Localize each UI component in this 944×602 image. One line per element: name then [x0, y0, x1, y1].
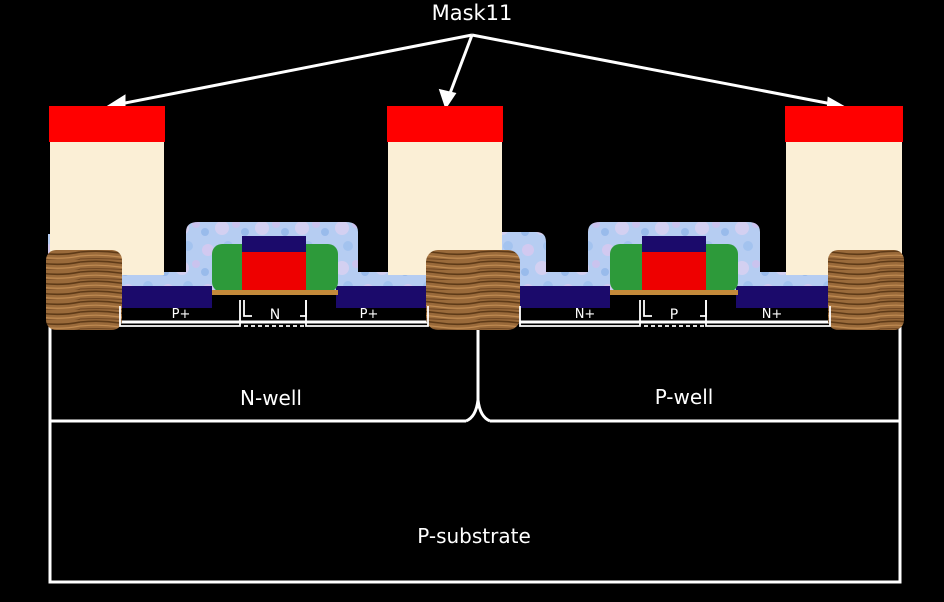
label-n-well: N-well	[240, 386, 302, 410]
metal-right	[785, 106, 903, 142]
label-n-plus-right: N+	[762, 307, 783, 322]
fox-center	[426, 250, 520, 330]
diffusion-outlines	[119, 300, 831, 327]
mask-label: Mask11	[432, 1, 513, 25]
label-p-plus-right: P+	[360, 307, 379, 322]
label-p-plus-left: P+	[172, 307, 191, 322]
mask-arrows	[103, 33, 850, 113]
label-p-channel: P	[670, 307, 678, 323]
label-n-plus-left: N+	[575, 307, 596, 322]
pmos-gate	[212, 236, 338, 295]
label-p-substrate: P-substrate	[417, 524, 531, 548]
label-n-channel: N	[270, 307, 280, 323]
field-oxide	[46, 250, 904, 330]
label-p-well: P-well	[655, 385, 714, 409]
diffusion-strips	[118, 286, 832, 308]
metal-center	[387, 106, 503, 142]
nmos-gate	[610, 236, 738, 295]
fox-right	[828, 250, 904, 330]
mask11-metal	[49, 106, 903, 142]
fox-left	[46, 250, 122, 330]
metal-left	[49, 106, 165, 142]
